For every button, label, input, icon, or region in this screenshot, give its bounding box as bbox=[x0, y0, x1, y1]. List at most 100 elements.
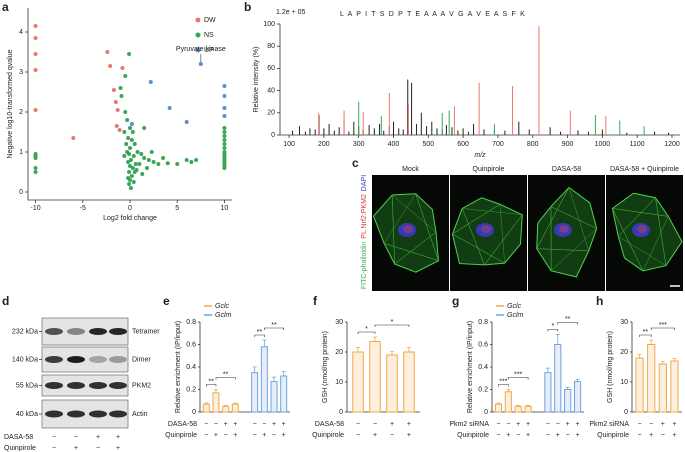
point bbox=[167, 106, 172, 110]
band bbox=[45, 356, 63, 363]
bar bbox=[574, 381, 582, 413]
x-tick-label: 1000 bbox=[595, 141, 611, 148]
y-tick-label: 0.2 bbox=[478, 386, 488, 393]
band bbox=[89, 356, 107, 363]
significance-bracket bbox=[508, 377, 529, 380]
bar bbox=[647, 344, 656, 413]
condition-mark: − bbox=[214, 421, 218, 428]
x-tick-label: 400 bbox=[388, 141, 400, 148]
signal bbox=[637, 225, 647, 233]
x-tick-label: 700 bbox=[492, 141, 504, 148]
micrograph bbox=[606, 175, 683, 291]
point bbox=[120, 66, 125, 70]
y-axis-label: Relative intensity (%) bbox=[253, 47, 260, 113]
y-axis-label: Negative log10-transformed qvalue bbox=[7, 49, 14, 158]
actin-fiber bbox=[452, 204, 501, 235]
y-tick-label: 0.4 bbox=[186, 364, 196, 371]
band bbox=[67, 382, 85, 389]
y-tick-label: 0.8 bbox=[478, 319, 488, 326]
actin-fiber bbox=[484, 214, 523, 266]
y-tick-label: 0 bbox=[484, 409, 488, 416]
bar bbox=[670, 360, 679, 413]
signal bbox=[559, 225, 569, 233]
legend-label: Gclc bbox=[507, 303, 522, 310]
point bbox=[222, 114, 227, 118]
point bbox=[118, 86, 123, 90]
significance-bracket bbox=[205, 384, 217, 387]
y-tick-label: 10 bbox=[335, 379, 343, 386]
point bbox=[149, 150, 154, 154]
actin-fiber bbox=[383, 193, 416, 244]
point bbox=[132, 142, 137, 146]
condition-mark: − bbox=[356, 421, 360, 428]
bar bbox=[564, 389, 572, 413]
condition-mark: + bbox=[407, 432, 411, 439]
significance-bracket bbox=[547, 329, 559, 332]
point bbox=[129, 138, 134, 142]
band bbox=[67, 328, 85, 335]
y-tick-label: 4 bbox=[19, 29, 23, 36]
point bbox=[222, 84, 227, 88]
condition-label: Quinpirole bbox=[457, 432, 489, 439]
point bbox=[117, 128, 122, 132]
significance-label: * bbox=[365, 326, 368, 333]
actin-fiber bbox=[618, 236, 667, 266]
marker-label: 40 kDa bbox=[16, 411, 38, 418]
y-tick-label: 30 bbox=[335, 319, 343, 326]
bar bbox=[369, 341, 381, 413]
condition-mark: − bbox=[496, 432, 500, 439]
actin-fiber bbox=[391, 194, 395, 265]
point bbox=[133, 162, 138, 166]
significance-label: ** bbox=[208, 378, 214, 385]
actin-fiber bbox=[394, 231, 437, 265]
condition-mark: + bbox=[233, 421, 237, 428]
legend-swatch bbox=[195, 32, 201, 38]
error-bar bbox=[672, 358, 677, 361]
point bbox=[222, 142, 227, 146]
scale-label: 1.2e + 05 bbox=[276, 9, 305, 16]
y-tick-label: 40 bbox=[267, 87, 275, 94]
condition-label: Quinpirole bbox=[165, 432, 197, 439]
band bbox=[89, 382, 107, 389]
error-bar bbox=[262, 339, 267, 347]
point bbox=[124, 142, 129, 146]
point bbox=[194, 158, 199, 162]
condition-mark: − bbox=[356, 432, 360, 439]
condition-mark: + bbox=[116, 434, 120, 441]
band bbox=[109, 410, 127, 418]
point bbox=[130, 166, 135, 170]
y-axis-label: GSH (nmol/mg protein) bbox=[607, 331, 614, 403]
condition-mark: − bbox=[566, 432, 570, 439]
point bbox=[108, 64, 113, 68]
error-bar bbox=[373, 336, 378, 342]
y-tick-label: 20 bbox=[620, 349, 628, 356]
point bbox=[139, 152, 144, 156]
point bbox=[129, 122, 134, 126]
error-bar bbox=[204, 402, 209, 405]
condition-mark: − bbox=[96, 445, 100, 452]
y-tick-label: 0.4 bbox=[478, 364, 488, 371]
condition-mark: − bbox=[390, 432, 394, 439]
point bbox=[222, 94, 227, 98]
error-bar bbox=[272, 376, 277, 382]
actin-fiber bbox=[536, 248, 589, 252]
significance-label: ** bbox=[257, 329, 263, 336]
x-tick-label: 1100 bbox=[630, 141, 645, 148]
band-label: PKM2 bbox=[132, 382, 151, 389]
axis bbox=[279, 24, 680, 136]
signal bbox=[481, 225, 491, 233]
point bbox=[184, 120, 189, 124]
condition-label: DASA-58 bbox=[4, 434, 33, 441]
band bbox=[45, 382, 63, 389]
point bbox=[127, 182, 132, 186]
annotation: Pyruvate kinase bbox=[176, 46, 226, 53]
x-tick-label: 800 bbox=[527, 141, 539, 148]
bar bbox=[554, 344, 562, 413]
point bbox=[122, 154, 127, 158]
legend-label: Gclm bbox=[215, 312, 232, 319]
bar bbox=[280, 375, 288, 413]
condition-mark: − bbox=[556, 421, 560, 428]
condition-mark: + bbox=[506, 432, 510, 439]
point bbox=[128, 158, 133, 162]
condition-mark: + bbox=[661, 421, 665, 428]
